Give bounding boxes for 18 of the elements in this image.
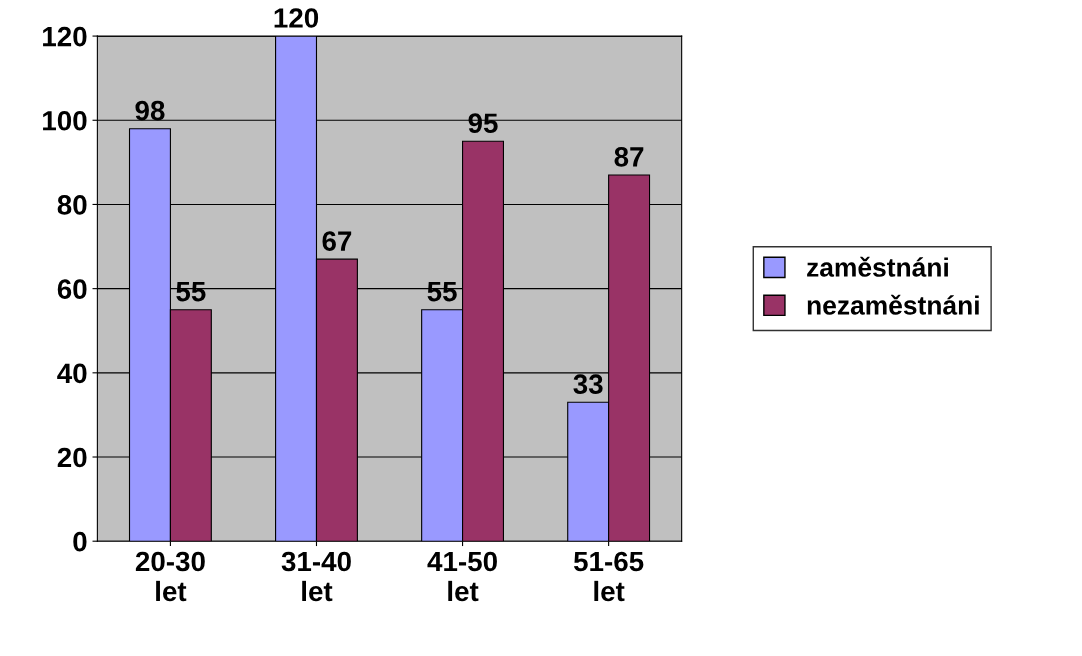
- y-tick-label: 80: [57, 195, 87, 215]
- y-tick-label: 60: [57, 279, 87, 299]
- data-label: 120: [274, 8, 319, 28]
- data-label: 98: [135, 100, 165, 121]
- data-label: 87: [614, 147, 644, 167]
- x-tick-label: 31-40 let: [281, 551, 351, 602]
- y-tick-label: 40: [57, 363, 87, 384]
- legend-label: nezaměstnáni: [807, 294, 979, 315]
- x-tick-label: 41-50 let: [427, 551, 497, 602]
- legend-label: zaměstnáni: [807, 256, 948, 277]
- x-tick-label: 51-65 let: [573, 551, 644, 602]
- y-tick-label: 0: [73, 531, 87, 552]
- y-tick-label: 100: [43, 110, 87, 131]
- y-tick-label: 20: [57, 447, 87, 468]
- y-tick-label: 120: [43, 26, 87, 47]
- data-label: 67: [322, 231, 352, 251]
- data-label: 33: [573, 374, 603, 395]
- x-tick-label: 20-30 let: [135, 551, 205, 602]
